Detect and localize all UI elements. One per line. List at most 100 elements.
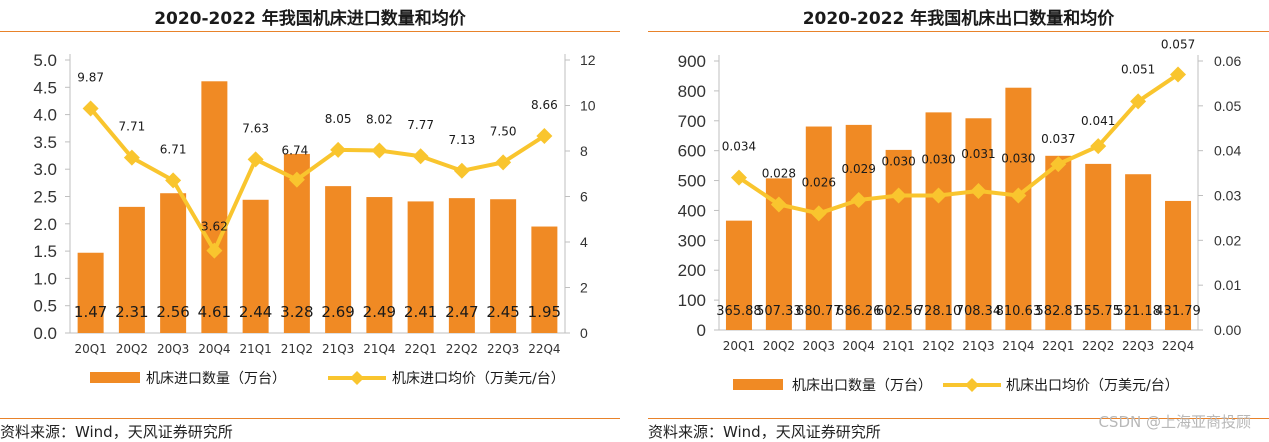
line-point-marker (850, 191, 867, 208)
line-point-marker (730, 169, 747, 186)
line-data-label: 0.029 (842, 162, 876, 176)
title-divider (0, 31, 620, 32)
line-data-label: 0.041 (1081, 114, 1115, 128)
right-axis-tick-label: 0.05 (1214, 98, 1241, 114)
bar-data-label: 602.56 (876, 304, 922, 319)
bar (725, 220, 752, 330)
bar-data-label: 507.33 (756, 304, 802, 319)
bar-data-label: 686.26 (836, 304, 882, 319)
line-point-marker (123, 149, 140, 166)
right-axis-tick-label: 10 (580, 98, 596, 114)
category-label: 21Q4 (363, 342, 395, 356)
bar (77, 252, 104, 333)
left-axis-tick-label: 3.5 (33, 133, 57, 152)
line-point-marker (1050, 156, 1067, 173)
right-axis-tick-label: 0.03 (1214, 188, 1241, 204)
left-axis-tick-label: 800 (678, 82, 706, 101)
bar-data-label: 2.44 (239, 303, 272, 321)
line-data-label: 0.030 (881, 155, 915, 169)
line-data-label: 7.71 (119, 120, 146, 134)
bar-data-label: 582.81 (1036, 304, 1082, 319)
line-point-marker (288, 171, 305, 188)
bar (845, 124, 872, 330)
line-point-marker (82, 100, 99, 117)
category-label: 22Q1 (1042, 339, 1074, 353)
bar-data-label: 521.18 (1115, 304, 1161, 319)
line-point-marker (330, 141, 347, 158)
line-data-label: 0.034 (722, 140, 756, 154)
bar (407, 201, 434, 333)
line-point-marker (1170, 66, 1187, 83)
right-axis-tick-label: 0.01 (1214, 277, 1241, 293)
line-data-label: 8.05 (325, 112, 352, 126)
import-chart-title: 2020-2022 年我国机床进口数量和均价 (154, 9, 466, 29)
legend-line-marker (965, 378, 979, 392)
legend-line-marker (350, 371, 364, 385)
line-data-label: 0.030 (921, 153, 955, 167)
line-data-label: 8.66 (531, 98, 558, 112)
line-point-marker (165, 172, 182, 189)
line-data-label: 3.62 (201, 220, 228, 234)
right-axis-tick-label: 12 (580, 52, 596, 68)
source-divider (0, 418, 620, 419)
line-data-label: 6.74 (282, 144, 309, 158)
import-chart: 0.0 0.5 1.0 1.5 2.0 2.5 3.0 3.5 4.0 4.5 5.0 0 2 4 6 8 10… (33, 51, 596, 387)
left-axis-tick-label: 0.0 (33, 324, 57, 343)
left-axis-tick-label: 0.5 (33, 297, 57, 316)
category-label: 21Q4 (1002, 339, 1034, 353)
left-axis-tick-label: 4.5 (33, 78, 57, 97)
bar (242, 199, 269, 333)
line-point-marker (770, 196, 787, 213)
category-label: 21Q1 (239, 342, 271, 356)
bar (1045, 155, 1072, 330)
left-axis-tick-label: 200 (678, 261, 706, 280)
right-axis-tick-label: 0 (580, 325, 588, 341)
left-axis-tick-label: 0 (697, 321, 706, 340)
left-axis-tick-label: 4.0 (33, 106, 57, 125)
category-label: 21Q3 (962, 339, 994, 353)
right-axis-tick-label: 0.00 (1214, 322, 1241, 338)
line-point-marker (206, 242, 223, 259)
line-data-label: 8.02 (366, 113, 393, 127)
line-point-marker (810, 205, 827, 222)
bar (1085, 163, 1112, 330)
csdn-watermark: CSDN @上海亚商投顾 (1098, 413, 1251, 431)
category-label: 22Q2 (1082, 339, 1114, 353)
bar (805, 126, 832, 330)
left-axis-tick-label: 100 (678, 291, 706, 310)
bar (885, 149, 912, 330)
bar (1005, 87, 1032, 330)
bar (1165, 200, 1192, 330)
category-label: 20Q1 (74, 342, 106, 356)
bar-data-label: 810.63 (996, 304, 1042, 319)
line-point-marker (371, 142, 388, 159)
left-axis-tick-label: 2.5 (33, 188, 57, 207)
import-chart-source: 资料来源：Wind，天风证券研究所 (0, 423, 233, 441)
bar-data-label: 728.10 (916, 304, 962, 319)
legend-line-label: 机床进口均价（万美元/台） (392, 371, 565, 387)
category-label: 21Q2 (281, 342, 313, 356)
bar (965, 118, 992, 331)
bar-data-label: 2.47 (445, 303, 478, 321)
bar-data-label: 2.56 (156, 303, 189, 321)
bar-data-label: 3.28 (280, 303, 313, 321)
line-data-label: 7.63 (242, 121, 269, 135)
right-axis-tick-label: 6 (580, 189, 588, 205)
line-data-label: 7.13 (449, 133, 476, 147)
bar (118, 206, 145, 333)
bar-data-label: 2.45 (486, 303, 519, 321)
bar-data-label: 555.75 (1075, 304, 1121, 319)
price-line (89, 107, 546, 253)
legend-bar-swatch (90, 372, 140, 383)
line-data-label: 0.051 (1121, 62, 1155, 76)
export-chart-title: 2020-2022 年我国机床出口数量和均价 (802, 9, 1115, 29)
bar (366, 197, 393, 333)
bar-data-label: 680.77 (796, 304, 842, 319)
line-point-marker (495, 154, 512, 171)
title-divider (648, 31, 1269, 32)
left-axis-tick-label: 2.0 (33, 215, 57, 234)
export-chart-source: 资料来源：Wind，天风证券研究所 (648, 423, 881, 441)
price-line (737, 72, 1180, 216)
export-chart: 0 100 200 300 400 500 600 700 800 900 0.00 0.01 0.02… (678, 37, 1242, 394)
category-label: 20Q3 (157, 342, 189, 356)
